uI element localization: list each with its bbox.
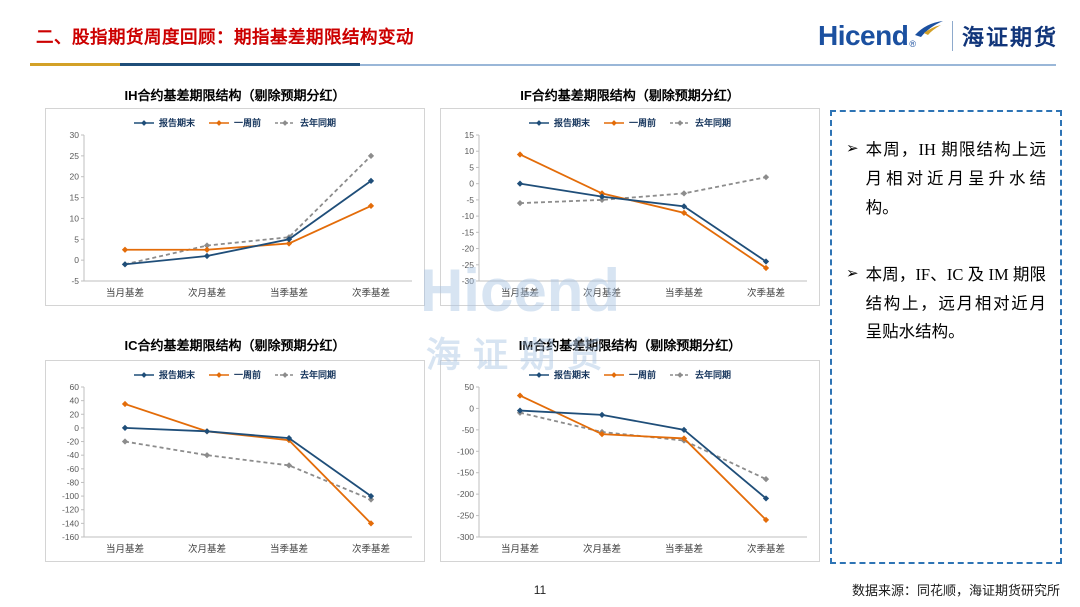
svg-text:次季基差: 次季基差 — [747, 287, 785, 299]
svg-text:-10: -10 — [462, 211, 475, 221]
svg-text:当季基差: 当季基差 — [665, 543, 703, 555]
svg-text:当季基差: 当季基差 — [665, 287, 703, 299]
svg-text:5: 5 — [469, 162, 474, 172]
brand-name: Hicend — [817, 20, 909, 51]
svg-text:30: 30 — [70, 130, 80, 140]
svg-text:报告期末: 报告期末 — [554, 117, 591, 128]
brand-logo: Hicend ® 海证期货 — [818, 18, 1058, 54]
svg-text:当月基差: 当月基差 — [501, 543, 539, 555]
chart-if-basis-term-structure: 报告期末 一周前 去年同期 15 10 5 0 -5 -10 -15 -20 -25 -30 当月基差 次月… — [440, 108, 820, 306]
svg-text:0: 0 — [74, 255, 79, 265]
data-source: 数据来源：同花顺，海证期货研究所 — [851, 583, 1060, 598]
header-divider — [30, 63, 1056, 66]
svg-text:-120: -120 — [62, 505, 79, 515]
svg-text:一周前: 一周前 — [234, 117, 261, 128]
chart-title-ic: IC合约基差期限结构（剔除预期分红） — [124, 338, 346, 353]
svg-text:40: 40 — [70, 396, 80, 406]
svg-text:-5: -5 — [71, 276, 79, 286]
svg-text:-20: -20 — [67, 437, 80, 447]
svg-text:15: 15 — [70, 193, 80, 203]
svg-text:一周前: 一周前 — [629, 117, 656, 128]
svg-text:20: 20 — [70, 409, 80, 419]
registered-mark: ® — [909, 39, 916, 49]
page-number: 11 — [533, 583, 547, 597]
svg-text:当月基差: 当月基差 — [106, 287, 144, 299]
svg-text:当季基差: 当季基差 — [270, 287, 308, 299]
chart-ic-basis-term-structure: 报告期末 一周前 去年同期 60 40 20 0 -20 -40 -60 -80 -100 -120 -1… — [45, 360, 425, 562]
svg-text:5: 5 — [74, 234, 79, 244]
svg-text:报告期末: 报告期末 — [159, 117, 196, 128]
svg-text:-100: -100 — [457, 446, 474, 456]
chart-ih-basis-term-structure: 报告期末 一周前 去年同期 30 25 20 15 10 5 0 -5 当月基差 次月基差 当季基差 次季基… — [45, 108, 425, 306]
divider-navy-segment — [120, 63, 360, 66]
divider-gold-segment — [30, 63, 120, 66]
svg-text:-40: -40 — [67, 450, 80, 460]
svg-text:当季基差: 当季基差 — [270, 543, 308, 555]
svg-text:-80: -80 — [67, 477, 80, 487]
svg-text:0: 0 — [74, 423, 79, 433]
svg-text:次季基差: 次季基差 — [747, 543, 785, 555]
svg-text:去年同期: 去年同期 — [300, 369, 336, 380]
bullet-arrow-icon: ➢ — [846, 141, 859, 157]
logo-swoosh-icon — [914, 21, 943, 37]
svg-text:50: 50 — [465, 382, 475, 392]
svg-text:10: 10 — [465, 146, 475, 156]
svg-text:25: 25 — [70, 151, 80, 161]
svg-text:20: 20 — [70, 172, 80, 182]
svg-text:-300: -300 — [457, 532, 474, 542]
svg-text:次月基差: 次月基差 — [188, 287, 226, 299]
svg-text:-50: -50 — [462, 425, 475, 435]
svg-text:次月基差: 次月基差 — [583, 543, 621, 555]
svg-text:次月基差: 次月基差 — [188, 543, 226, 555]
logo-divider — [951, 21, 953, 51]
bullet-arrow-icon: ➢ — [846, 265, 859, 282]
svg-text:-15: -15 — [462, 227, 475, 237]
svg-text:当月基差: 当月基差 — [501, 287, 539, 299]
chart-title-im: IM合约基差期限结构（剔除预期分红） — [518, 338, 742, 353]
svg-text:去年同期: 去年同期 — [300, 117, 336, 128]
svg-text:次季基差: 次季基差 — [352, 287, 390, 299]
svg-text:一周前: 一周前 — [234, 369, 261, 380]
chart-title-ih: IH合约基差期限结构（剔除预期分红） — [124, 88, 346, 103]
svg-text:60: 60 — [70, 382, 80, 392]
svg-text:-140: -140 — [62, 518, 79, 528]
page-title: 二、股指期货周度回顾：期指基差期限结构变动 — [36, 27, 414, 47]
svg-text:当月基差: 当月基差 — [106, 543, 144, 555]
divider-light-segment — [360, 64, 1056, 66]
svg-text:-100: -100 — [62, 491, 79, 501]
svg-text:次季基差: 次季基差 — [352, 543, 390, 555]
brand-name-cn: 海证期货 — [961, 25, 1058, 50]
svg-text:-5: -5 — [466, 195, 474, 205]
svg-text:10: 10 — [70, 213, 80, 223]
svg-text:0: 0 — [469, 403, 474, 413]
svg-text:次月基差: 次月基差 — [583, 287, 621, 299]
svg-text:-25: -25 — [462, 260, 475, 270]
svg-text:-250: -250 — [457, 511, 474, 521]
note-text-1: 本周，IH 期限结构上远月相对近月呈升水结构。 — [865, 140, 1046, 217]
svg-text:-200: -200 — [457, 489, 474, 499]
chart-im-basis-term-structure: 报告期末 一周前 去年同期 50 0 -50 -100 -150 -200 -250 -300 当月基… — [440, 360, 820, 562]
svg-text:15: 15 — [465, 130, 475, 140]
note-text-2: 本周，IF、IC 及 IM 期限结构上，远月相对近月呈贴水结构。 — [865, 264, 1046, 342]
svg-text:-20: -20 — [462, 244, 475, 254]
chart-title-if: IF合约基差期限结构（剔除预期分红） — [520, 88, 740, 103]
svg-text:报告期末: 报告期末 — [554, 369, 591, 380]
svg-text:一周前: 一周前 — [629, 369, 656, 380]
svg-text:-30: -30 — [462, 276, 475, 286]
svg-text:-60: -60 — [67, 464, 80, 474]
notes-panel: ➢ 本周，IH 期限结构上远月相对近月呈升水结构。 ➢ 本周，IF、IC 及 I… — [830, 110, 1062, 564]
svg-text:去年同期: 去年同期 — [695, 369, 731, 380]
svg-text:-160: -160 — [62, 532, 79, 542]
svg-text:0: 0 — [469, 179, 474, 189]
note-item-1: ➢ 本周，IH 期限结构上远月相对近月呈升水结构。 — [846, 136, 1046, 223]
svg-text:去年同期: 去年同期 — [695, 117, 731, 128]
note-item-2: ➢ 本周，IF、IC 及 IM 期限结构上，远月相对近月呈贴水结构。 — [846, 261, 1046, 348]
svg-text:-150: -150 — [457, 468, 474, 478]
svg-text:报告期末: 报告期末 — [159, 369, 196, 380]
